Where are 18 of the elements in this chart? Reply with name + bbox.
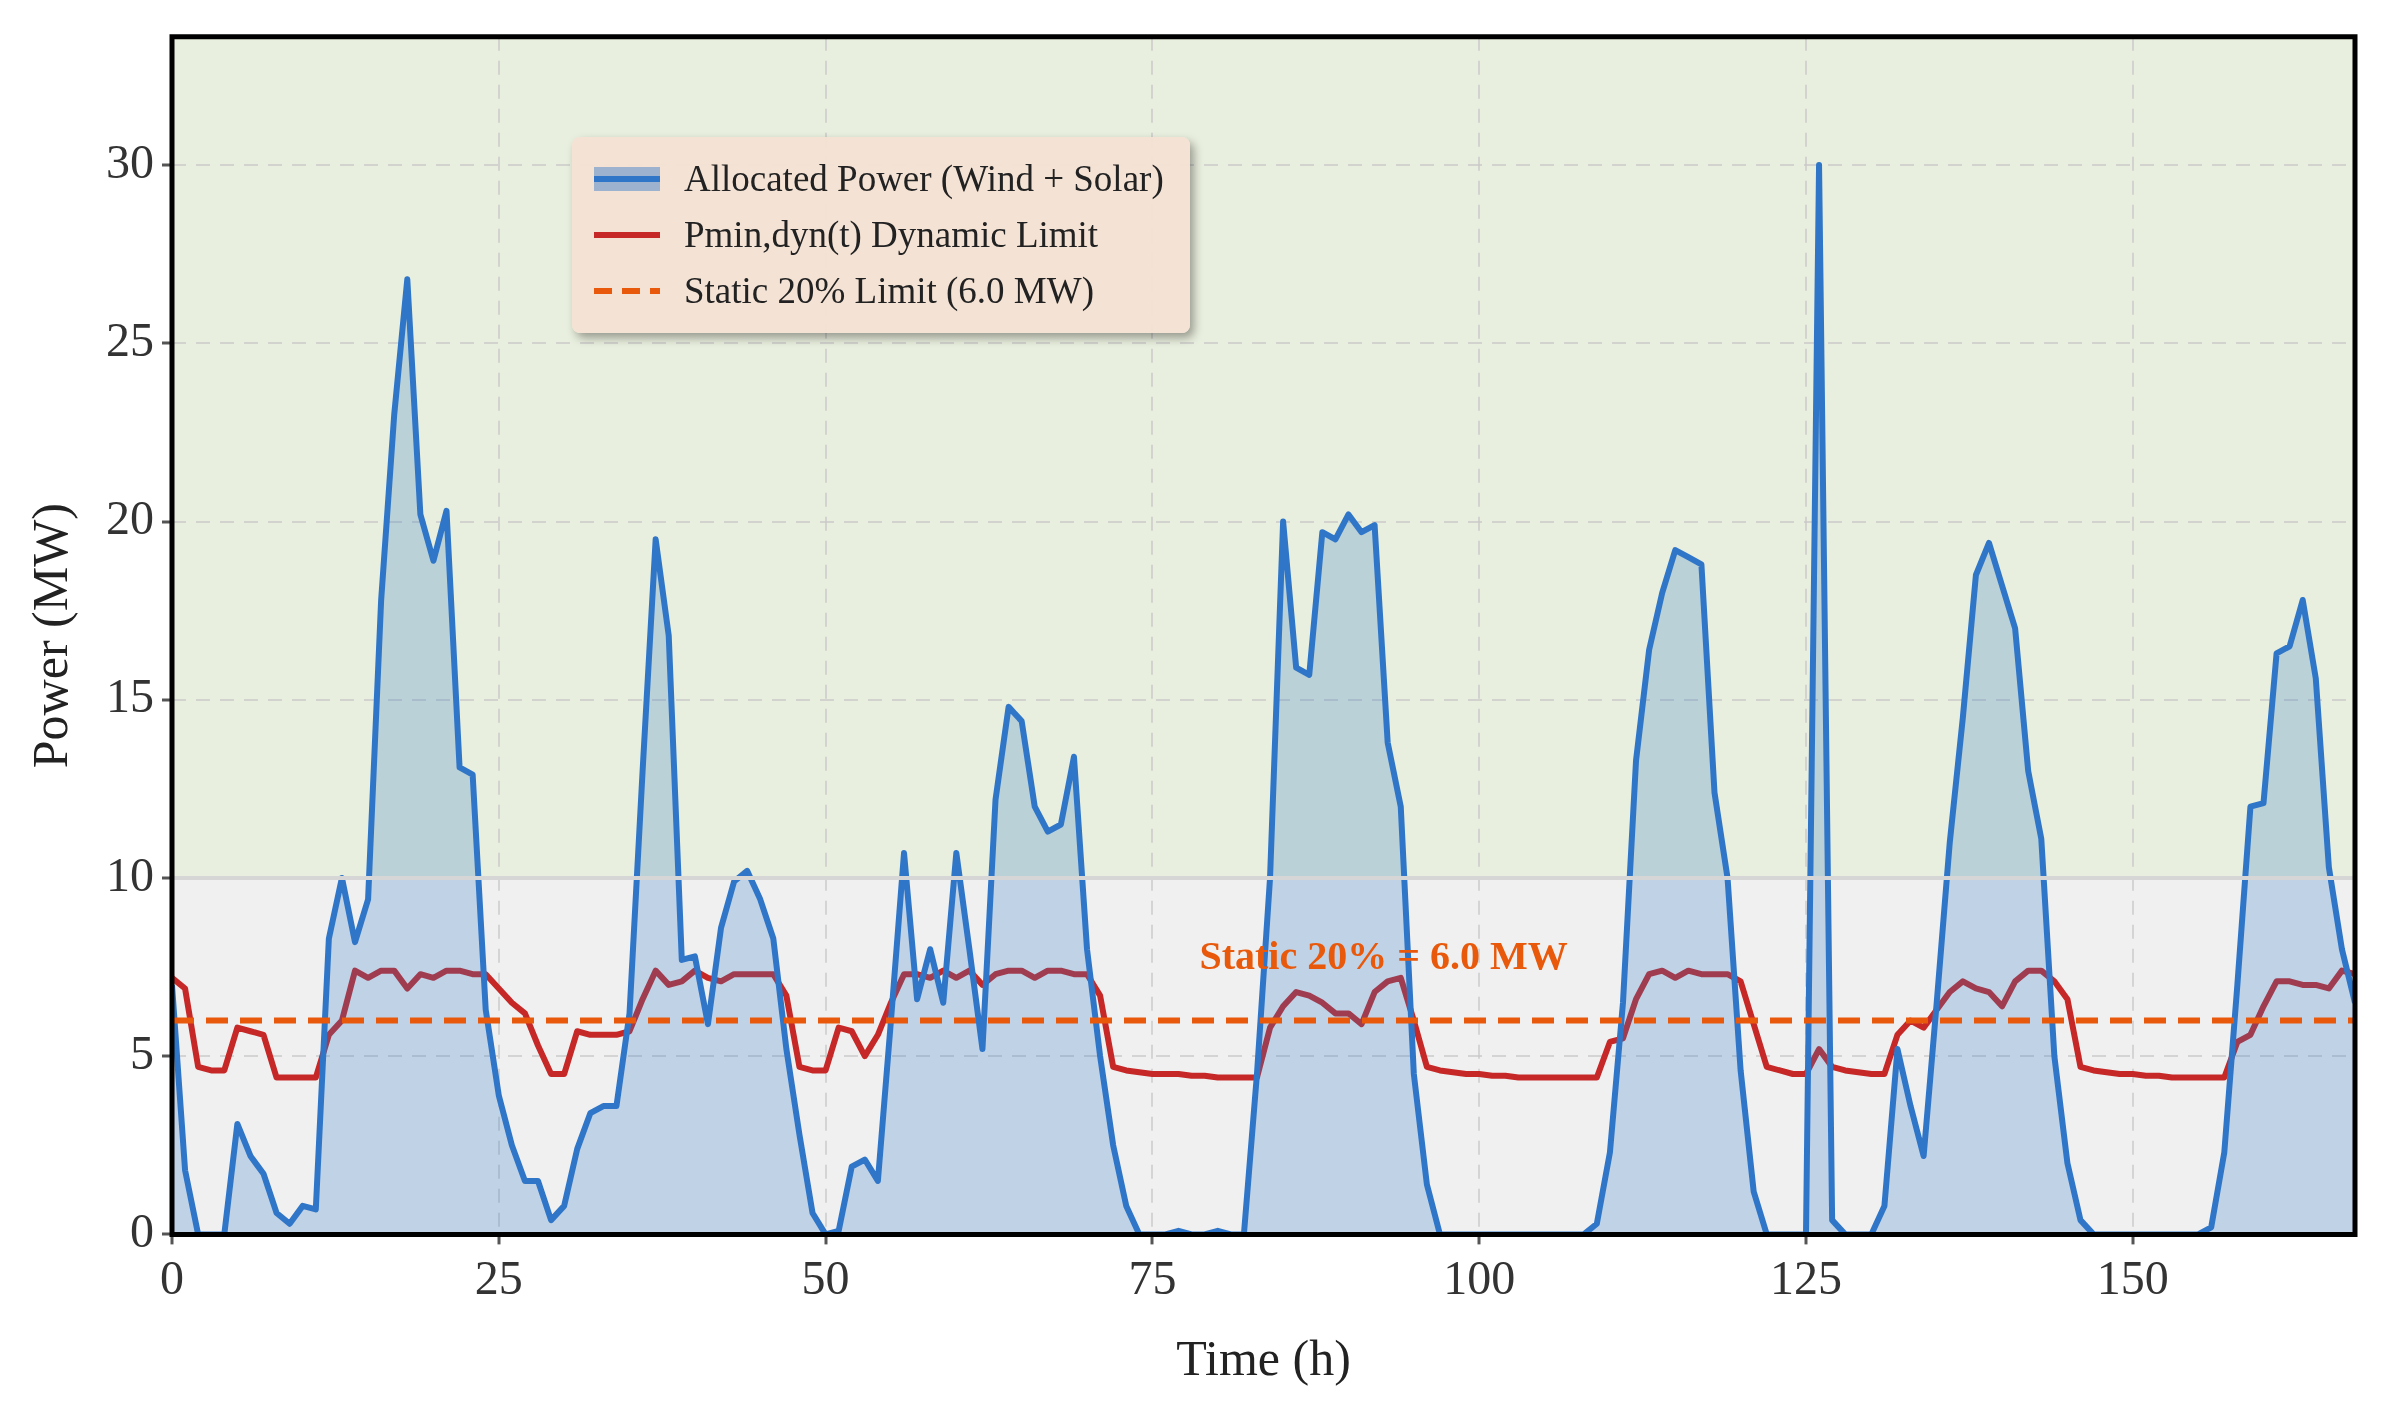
y-tick-label: 5 <box>130 1025 154 1079</box>
y-tick-label: 10 <box>106 847 154 901</box>
x-axis-title: Time (h) <box>1176 1330 1351 1387</box>
x-tick-label: 75 <box>1128 1250 1177 1304</box>
legend-label: Pmin,dyn(t) Dynamic Limit <box>684 212 1099 257</box>
y-tick-label: 15 <box>106 669 154 723</box>
y-tick-label: 25 <box>106 312 154 366</box>
x-tick-label: 25 <box>474 1250 523 1304</box>
x-tick-label: 50 <box>801 1250 850 1304</box>
x-tick-label: 150 <box>2096 1250 2169 1304</box>
legend-label: Static 20% Limit (6.0 MW) <box>684 268 1095 313</box>
legend-label: Allocated Power (Wind + Solar) <box>684 156 1164 201</box>
x-tick-label: 125 <box>1769 1250 1842 1304</box>
y-axis-title: Power (MW) <box>22 502 79 769</box>
y-tick-label: 20 <box>106 491 154 545</box>
y-tick-label: 30 <box>106 134 154 188</box>
x-tick-label: 100 <box>1443 1250 1516 1304</box>
y-tick-label: 0 <box>130 1204 154 1258</box>
